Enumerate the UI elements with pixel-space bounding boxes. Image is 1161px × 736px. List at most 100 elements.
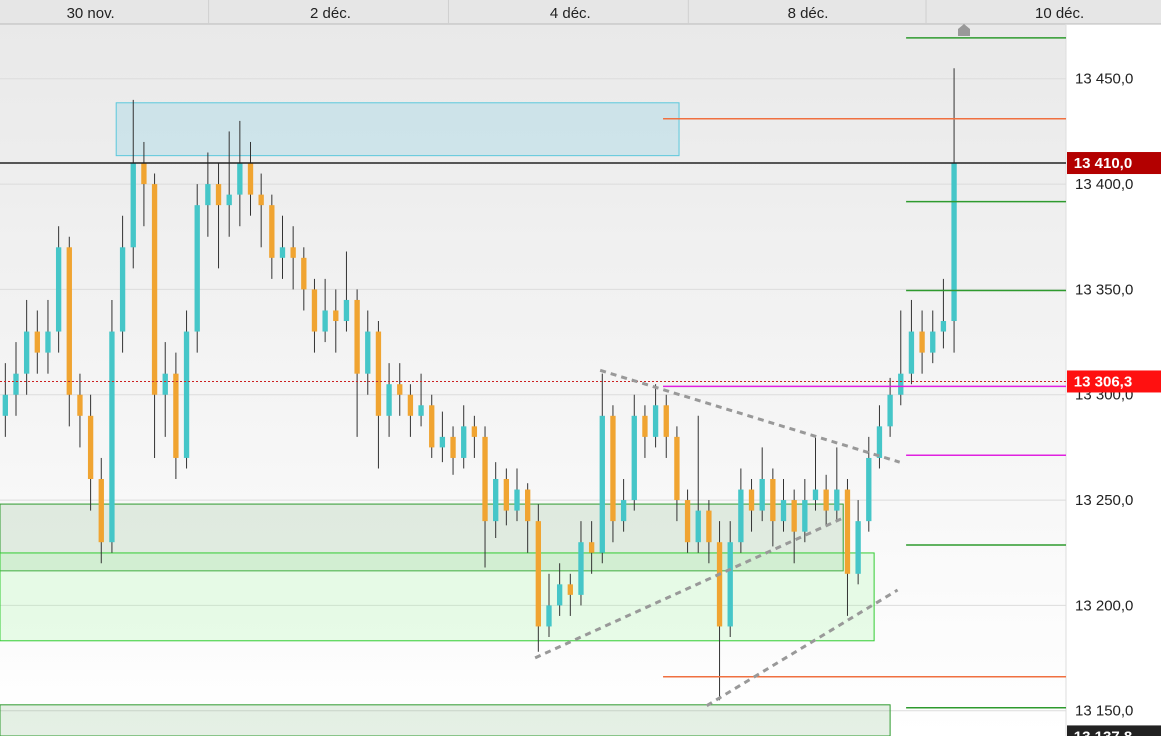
candle-body bbox=[791, 500, 797, 532]
candle-body bbox=[77, 394, 83, 416]
y-tick-label: 13 400,0 bbox=[1075, 176, 1133, 193]
candle-body bbox=[908, 331, 915, 374]
candle-body bbox=[663, 405, 669, 437]
candle-body bbox=[823, 489, 829, 511]
candle-body bbox=[535, 521, 541, 627]
y-tick-label: 13 150,0 bbox=[1075, 703, 1133, 720]
candle-body bbox=[834, 489, 840, 511]
price-label: 13 306,3 bbox=[1074, 373, 1132, 390]
candle-body bbox=[759, 479, 765, 511]
candle-body bbox=[13, 373, 19, 395]
candle-body bbox=[311, 289, 318, 332]
candle-body bbox=[141, 163, 147, 185]
candle-body bbox=[258, 194, 264, 206]
candle-body bbox=[130, 163, 136, 248]
candle-body bbox=[525, 489, 531, 522]
price-label-box bbox=[1067, 152, 1161, 175]
candle-body bbox=[301, 257, 307, 290]
candle-body bbox=[375, 331, 382, 416]
candle-body bbox=[333, 310, 339, 322]
candle-body bbox=[546, 605, 552, 627]
date-axis bbox=[0, 0, 1161, 24]
candle-body bbox=[695, 510, 701, 543]
candle-body bbox=[98, 479, 104, 543]
x-tick-label: 4 déc. bbox=[550, 5, 591, 22]
candle-body bbox=[674, 436, 680, 501]
zone bbox=[115, 102, 680, 157]
candle-body bbox=[610, 415, 616, 522]
candle-body bbox=[194, 205, 200, 332]
candle-body bbox=[322, 310, 328, 332]
y-tick-label: 13 200,0 bbox=[1075, 597, 1133, 614]
candle-body bbox=[642, 415, 648, 437]
trendline bbox=[705, 588, 899, 707]
zone bbox=[0, 704, 891, 736]
candle-body bbox=[727, 542, 733, 627]
candle-body bbox=[503, 479, 510, 511]
candle-body bbox=[951, 163, 957, 322]
candle-body bbox=[919, 331, 925, 353]
candle-body bbox=[354, 299, 360, 374]
candle-body bbox=[930, 331, 936, 353]
candle-body bbox=[567, 584, 573, 595]
candle-body bbox=[812, 489, 819, 501]
candle-body bbox=[855, 521, 861, 574]
candle-body bbox=[162, 373, 168, 395]
candle-body bbox=[940, 321, 947, 332]
candle-body bbox=[119, 247, 126, 332]
candle-body bbox=[109, 331, 115, 543]
candle-body bbox=[844, 489, 851, 574]
candle-body bbox=[482, 436, 488, 522]
y-tick-label: 13 350,0 bbox=[1075, 281, 1133, 298]
candle-body bbox=[706, 510, 712, 543]
candle-body bbox=[738, 489, 744, 543]
candle-body bbox=[407, 394, 414, 416]
candle-body bbox=[684, 500, 691, 543]
candle-body bbox=[770, 479, 776, 522]
candle-body bbox=[652, 405, 659, 437]
candle-body bbox=[397, 384, 403, 395]
candle-body bbox=[716, 542, 723, 627]
zone bbox=[0, 503, 844, 572]
candle-body bbox=[887, 394, 893, 427]
candle-body bbox=[429, 405, 435, 448]
candle-body bbox=[215, 184, 222, 206]
candle-body bbox=[578, 542, 584, 595]
candle-body bbox=[66, 247, 72, 395]
candle-body bbox=[205, 184, 211, 206]
candle-body bbox=[876, 426, 883, 458]
x-tick-label: 2 déc. bbox=[310, 5, 351, 22]
candle-body bbox=[226, 194, 232, 206]
y-tick-label: 13 250,0 bbox=[1075, 492, 1133, 509]
price-label-box bbox=[1067, 725, 1161, 736]
candle-body bbox=[780, 500, 787, 522]
candle-body bbox=[45, 331, 51, 353]
candle-body bbox=[151, 184, 158, 395]
candle-body bbox=[2, 394, 8, 416]
trendline bbox=[534, 516, 844, 660]
candle-body bbox=[439, 436, 446, 448]
candle-body bbox=[365, 331, 371, 374]
candle-body bbox=[269, 205, 275, 258]
candle-body bbox=[493, 479, 499, 522]
candle-body bbox=[87, 415, 94, 480]
candle-body bbox=[450, 436, 456, 458]
x-tick-label: 30 nov. bbox=[67, 5, 115, 22]
marker bbox=[958, 24, 970, 36]
price-label: 13 137,8 bbox=[1074, 728, 1132, 736]
candle-body bbox=[588, 542, 595, 553]
candle-body bbox=[461, 426, 467, 458]
candle-body bbox=[183, 331, 190, 458]
candle-body bbox=[471, 426, 478, 437]
candle-body bbox=[418, 405, 424, 416]
candle-body bbox=[620, 500, 627, 522]
candle-body bbox=[386, 384, 392, 416]
candle-body bbox=[343, 299, 350, 322]
candle-body bbox=[631, 415, 637, 501]
price-label: 13 410,0 bbox=[1074, 155, 1132, 172]
candle-body bbox=[556, 584, 563, 606]
candle-body bbox=[23, 331, 30, 374]
x-tick-label: 10 déc. bbox=[1035, 5, 1084, 22]
candle-body bbox=[748, 489, 755, 511]
